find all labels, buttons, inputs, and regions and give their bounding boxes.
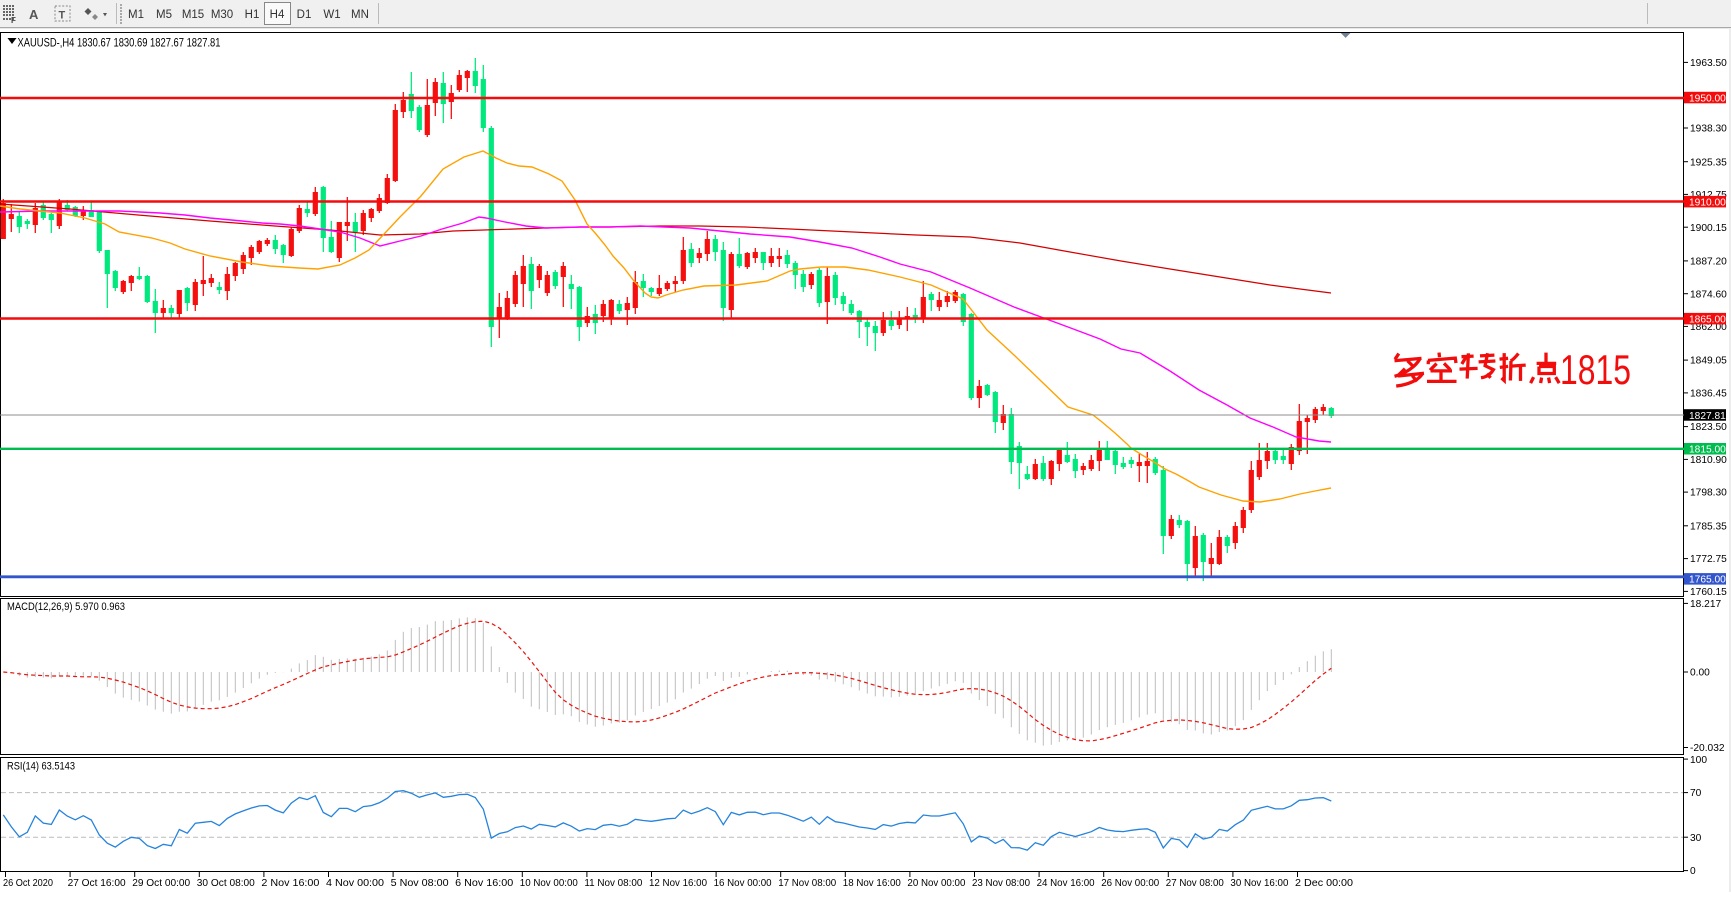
svg-text:-20.032: -20.032 <box>1690 743 1725 754</box>
svg-text:26 Oct 2020: 26 Oct 2020 <box>3 877 53 889</box>
svg-text:XAUUSD-,H4 1830.67 1830.69 18: XAUUSD-,H4 1830.67 1830.69 1827.67 1827.… <box>18 35 221 49</box>
svg-text:5 Nov 08:00: 5 Nov 08:00 <box>391 877 449 889</box>
svg-text:1772.75: 1772.75 <box>1690 554 1727 565</box>
svg-text:1815.00: 1815.00 <box>1689 445 1726 456</box>
svg-text:20 Nov 00:00: 20 Nov 00:00 <box>907 877 965 889</box>
svg-text:10 Nov 00:00: 10 Nov 00:00 <box>520 877 578 889</box>
svg-text:30 Oct 08:00: 30 Oct 08:00 <box>197 877 255 889</box>
svg-text:1925.35: 1925.35 <box>1690 157 1727 168</box>
svg-text:1963.50: 1963.50 <box>1690 58 1727 69</box>
svg-text:30: 30 <box>1690 833 1702 844</box>
svg-text:24 Nov 16:00: 24 Nov 16:00 <box>1037 877 1095 889</box>
svg-text:H1: H1 <box>245 9 260 21</box>
svg-text:1887.20: 1887.20 <box>1690 257 1727 268</box>
svg-text:1849.05: 1849.05 <box>1690 356 1727 367</box>
svg-text:26 Nov 00:00: 26 Nov 00:00 <box>1101 877 1159 889</box>
svg-text:1827.81: 1827.81 <box>1689 411 1726 422</box>
svg-text:W1: W1 <box>323 9 340 21</box>
svg-text:1810.90: 1810.90 <box>1690 455 1727 466</box>
svg-text:27 Nov 08:00: 27 Nov 08:00 <box>1166 877 1224 889</box>
svg-text:18.217: 18.217 <box>1690 599 1721 610</box>
svg-text:M15: M15 <box>182 9 204 21</box>
svg-text:2 Dec 00:00: 2 Dec 00:00 <box>1295 877 1353 889</box>
svg-text:F: F <box>11 16 16 25</box>
svg-text:18 Nov 16:00: 18 Nov 16:00 <box>843 877 901 889</box>
svg-text:M1: M1 <box>128 9 144 21</box>
svg-text:H4: H4 <box>270 9 285 21</box>
svg-text:1798.30: 1798.30 <box>1690 488 1727 499</box>
svg-text:1785.35: 1785.35 <box>1690 521 1727 532</box>
svg-text:6 Nov 16:00: 6 Nov 16:00 <box>455 877 513 889</box>
svg-text:1760.15: 1760.15 <box>1690 587 1727 598</box>
svg-text:M30: M30 <box>211 9 233 21</box>
svg-text:16 Nov 00:00: 16 Nov 00:00 <box>714 877 772 889</box>
svg-text:4 Nov 00:00: 4 Nov 00:00 <box>326 877 384 889</box>
svg-text:1765.00: 1765.00 <box>1689 575 1726 586</box>
svg-text:17 Nov 08:00: 17 Nov 08:00 <box>778 877 836 889</box>
svg-text:1938.30: 1938.30 <box>1690 124 1727 135</box>
svg-text:1823.50: 1823.50 <box>1690 422 1727 433</box>
svg-text:MACD(12,26,9) 5.970 0.963: MACD(12,26,9) 5.970 0.963 <box>7 601 125 613</box>
svg-text:0.00: 0.00 <box>1690 668 1710 679</box>
svg-text:0: 0 <box>1690 866 1696 877</box>
svg-text:1912.75: 1912.75 <box>1690 190 1727 201</box>
svg-text:M5: M5 <box>156 9 172 21</box>
svg-text:1815: 1815 <box>1560 346 1631 393</box>
svg-text:11 Nov 08:00: 11 Nov 08:00 <box>584 877 642 889</box>
svg-text:1836.45: 1836.45 <box>1690 389 1727 400</box>
svg-text:1910.00: 1910.00 <box>1689 197 1726 208</box>
svg-text:29 Oct 00:00: 29 Oct 00:00 <box>132 877 190 889</box>
svg-text:MN: MN <box>351 9 369 21</box>
svg-text:D1: D1 <box>297 9 312 21</box>
svg-text:1874.60: 1874.60 <box>1690 289 1727 300</box>
svg-text:T: T <box>59 10 66 22</box>
svg-text:RSI(14) 63.5143: RSI(14) 63.5143 <box>7 761 75 773</box>
svg-text:27 Oct 16:00: 27 Oct 16:00 <box>68 877 126 889</box>
svg-text:30 Nov 16:00: 30 Nov 16:00 <box>1230 877 1288 889</box>
svg-text:A: A <box>29 7 39 22</box>
svg-text:12 Nov 16:00: 12 Nov 16:00 <box>649 877 707 889</box>
svg-text:1900.15: 1900.15 <box>1690 223 1727 234</box>
svg-text:1862.00: 1862.00 <box>1690 322 1727 333</box>
svg-text:1865.00: 1865.00 <box>1689 314 1726 325</box>
svg-text:70: 70 <box>1690 788 1702 799</box>
svg-text:23 Nov 08:00: 23 Nov 08:00 <box>972 877 1030 889</box>
svg-text:100: 100 <box>1690 755 1707 766</box>
svg-text:1950.00: 1950.00 <box>1689 93 1726 104</box>
svg-text:2 Nov 16:00: 2 Nov 16:00 <box>261 877 319 889</box>
